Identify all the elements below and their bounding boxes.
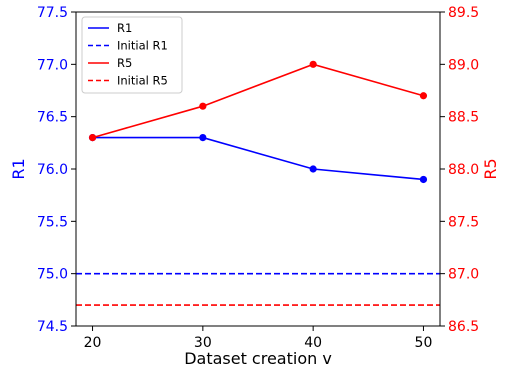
plot-frame bbox=[75, 11, 441, 327]
r1-point bbox=[199, 134, 207, 142]
legend-label-r5: R5 bbox=[117, 56, 132, 70]
x-axis-label: Dataset creation v bbox=[184, 349, 332, 368]
right-y-tick-label: 88.5 bbox=[448, 110, 479, 126]
left-y-tick-label: 75.5 bbox=[37, 214, 68, 230]
r5-point bbox=[419, 92, 428, 100]
legend-box bbox=[81, 16, 183, 94]
right-y-tick-label: 87.5 bbox=[448, 214, 479, 230]
left-y-tick-label: 76.0 bbox=[37, 162, 68, 178]
right-y-axis-label: R5 bbox=[481, 158, 500, 179]
r5-point bbox=[88, 134, 97, 142]
right-y-tick-label: 88.0 bbox=[448, 162, 479, 178]
x-tick-label: 30 bbox=[194, 335, 212, 351]
x-tick-label: 20 bbox=[84, 335, 102, 351]
legend-label-r1: R1 bbox=[117, 21, 132, 35]
r1-line bbox=[92, 136, 424, 181]
r1-point bbox=[419, 175, 428, 184]
r5-line bbox=[92, 63, 424, 139]
right-y-tick-label: 86.5 bbox=[448, 319, 479, 335]
right-y-tick-label: 89.0 bbox=[448, 57, 479, 73]
left-y-axis-label: R1 bbox=[9, 158, 28, 179]
x-tick-label: 50 bbox=[415, 335, 433, 351]
right-y-tick-label: 87.0 bbox=[448, 267, 479, 283]
r1-point bbox=[309, 165, 317, 173]
left-y-tick-label: 77.0 bbox=[37, 57, 68, 73]
left-y-tick-label: 75.0 bbox=[37, 267, 68, 283]
x-tick-label: 40 bbox=[304, 335, 322, 351]
left-y-tick-label: 76.5 bbox=[37, 110, 68, 126]
r5-point bbox=[199, 102, 207, 110]
legend-label-initial-r1: Initial R1 bbox=[117, 39, 168, 53]
right-y-tick-label: 89.5 bbox=[448, 5, 479, 21]
legend-label-initial-r5: Initial R5 bbox=[117, 74, 168, 88]
r5-point bbox=[309, 60, 317, 68]
left-y-tick-label: 74.5 bbox=[37, 319, 68, 335]
left-y-tick-label: 77.5 bbox=[37, 5, 68, 21]
